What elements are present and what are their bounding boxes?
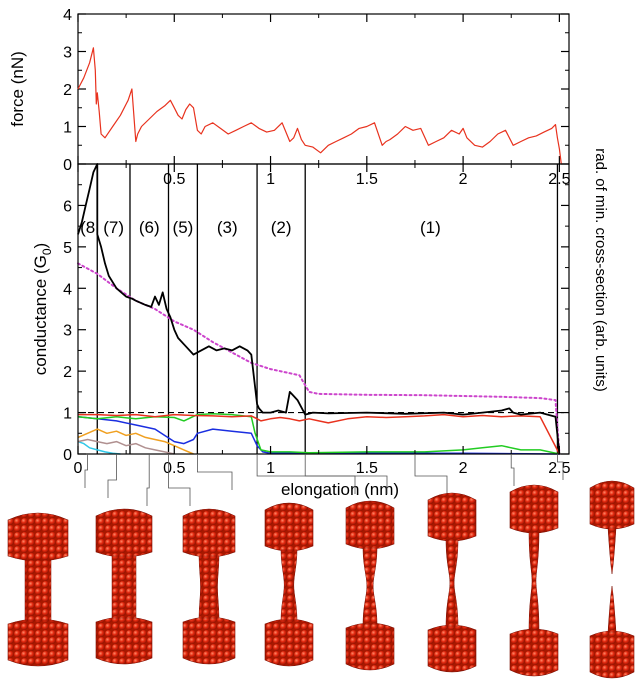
snapshot-top-electrode — [345, 500, 395, 550]
conductance-y-tick-label: 0 — [63, 447, 72, 464]
force-y-axis-label: force (nN) — [8, 51, 27, 127]
conductance-y-axis-label: conductance (G0) — [31, 243, 54, 375]
force-x-tick-label: 0.5 — [163, 171, 185, 188]
stage-label: (6) — [139, 218, 160, 237]
snapshot-top-electrode — [589, 480, 635, 530]
snapshot-leader — [510, 454, 515, 486]
snapshot-bottom-electrode — [427, 624, 477, 673]
snapshot-leader — [197, 454, 233, 490]
snapshot-leader-lines — [84, 454, 564, 506]
snapshot-bottom-electrode — [589, 630, 635, 679]
snapshot-top-electrode — [509, 484, 559, 534]
snapshot-top-electrode — [182, 508, 236, 558]
force-y-tick-label: 2 — [63, 82, 72, 99]
conductance-axes: 0 1 2 3 4 5 6 0 0.5 0.5 1 1 1.5 1.5 2 2 2.5 2.5 — [63, 164, 571, 477]
force-x-tick-label: 2.5 — [548, 171, 570, 188]
nanowire-snapshot — [264, 502, 314, 667]
force-plot-frame — [77, 13, 570, 165]
conductance-x-tick-label: 0 — [74, 460, 83, 477]
snapshot-neck — [111, 555, 137, 619]
snapshot-neck — [362, 547, 378, 625]
conductance-line-4 — [77, 428, 194, 455]
conductance-line-7 — [77, 262, 561, 455]
snapshot-neck — [198, 555, 220, 619]
force-axes: 0 1 2 3 4 — [63, 7, 569, 174]
snapshot-bottom-electrode — [7, 618, 69, 667]
force-y-tick-label: 0 — [63, 157, 72, 174]
snapshot-bottom-electrode — [345, 622, 395, 671]
snapshot-leader — [146, 454, 150, 506]
snapshot-bottom-electrode — [95, 616, 153, 665]
snapshot-bottom-electrode — [509, 628, 559, 677]
nanowire-snapshot — [427, 492, 477, 673]
conductance-line-5 — [77, 438, 175, 455]
snapshot-leader — [414, 454, 448, 494]
stage-labels: (8 (7) (6) (5) (3) (2) (1) — [80, 218, 441, 237]
stage-label: (5) — [173, 218, 194, 237]
snapshot-neck — [280, 549, 298, 621]
nanowire-snapshot — [95, 508, 153, 665]
conductance-y-tick-label: 3 — [63, 323, 72, 340]
snapshot-leader — [304, 454, 388, 494]
stage-label: (7) — [103, 218, 124, 237]
nanowire-snapshot — [7, 512, 69, 667]
snapshot-leader — [84, 454, 88, 488]
radius-y-axis-label: rad. of min. cross-section (arb. units) — [592, 148, 609, 391]
nanowire-snapshot — [182, 508, 236, 665]
force-panel: 0 1 2 3 4 force (nN) — [8, 7, 570, 174]
conductance-series — [77, 163, 561, 455]
stage-label: (1) — [420, 218, 441, 237]
force-y-tick-label: 1 — [63, 120, 72, 137]
conductance-x-tick-label: 1.5 — [356, 460, 378, 477]
conductance-x-tick-label: 2.5 — [548, 460, 570, 477]
snapshot-top-electrode — [95, 508, 153, 558]
force-line-0 — [77, 47, 562, 165]
snapshot-leader — [107, 454, 117, 498]
snapshot-leader — [557, 454, 564, 480]
force-x-tick-label: 1 — [266, 171, 275, 188]
stage-label: (8 — [80, 218, 95, 237]
conductance-y-tick-label: 6 — [63, 198, 72, 215]
snapshot-bottom-electrode — [264, 618, 314, 667]
conductance-x-tick-label: 1 — [266, 460, 275, 477]
conductance-y-tick-label: 2 — [63, 364, 72, 381]
snapshot-neck-upper — [607, 527, 617, 575]
elongation-x-axis-label: elongation (nm) — [281, 480, 399, 499]
snapshot-top-electrode — [264, 502, 314, 552]
conductance-line-1 — [78, 413, 561, 455]
snapshot-neck — [528, 531, 540, 631]
snapshot-leader — [168, 454, 191, 506]
conductance-y-tick-label: 4 — [63, 281, 72, 298]
snapshot-top-electrode — [7, 512, 69, 562]
conductance-x-tick-label: 0.5 — [163, 460, 185, 477]
conductance-line-2 — [77, 413, 560, 455]
snapshot-neck — [24, 559, 52, 621]
conductance-line-6 — [77, 440, 121, 455]
stage-label: (2) — [271, 218, 292, 237]
force-series — [77, 47, 562, 165]
snapshot-top-electrode — [427, 492, 477, 542]
conductance-y-tick-label: 5 — [63, 240, 72, 257]
snapshot-bottom-electrode — [182, 616, 236, 665]
snapshot-neck-lower — [607, 585, 617, 633]
nanowire-snapshot — [589, 480, 635, 679]
conductance-line-0 — [77, 163, 561, 455]
snapshot-neck — [445, 539, 459, 627]
conductance-x-tick-label: 2 — [459, 460, 468, 477]
nanowire-snapshot — [345, 500, 395, 671]
nanowire-snapshot — [509, 484, 559, 677]
stage-label: (3) — [217, 218, 238, 237]
force-y-tick-label: 3 — [63, 45, 72, 62]
force-x-tick-label: 1.5 — [356, 171, 378, 188]
force-y-tick-label: 4 — [63, 7, 72, 24]
force-x-tick-label: 2 — [459, 171, 468, 188]
conductance-y-tick-label: 1 — [63, 406, 72, 423]
nanowire-snapshots — [7, 480, 635, 679]
